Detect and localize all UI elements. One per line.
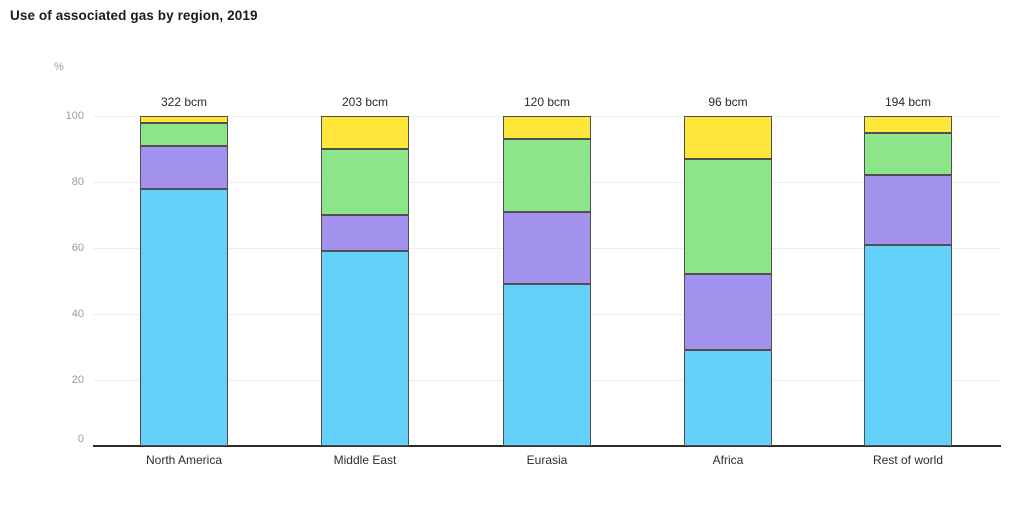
bar-group-middle-east: 203 bcm Middle East <box>321 95 409 467</box>
bar-total-label: 120 bcm <box>523 95 571 109</box>
bar-segment-blue <box>321 251 409 446</box>
x-category-label: Eurasia <box>526 453 568 467</box>
bar-segment-blue <box>140 188 228 446</box>
bar-total-label: 203 bcm <box>341 95 389 109</box>
stacked-bar <box>864 116 952 446</box>
bar-segment-purple <box>503 211 591 285</box>
y-axis-unit-label: % <box>54 61 64 73</box>
bar-group-eurasia: 120 bcm Eurasia <box>503 95 591 467</box>
bar-segment-yellow <box>684 116 772 159</box>
bar-segment-yellow <box>140 116 228 123</box>
bar-total-label: 322 bcm <box>160 95 208 109</box>
bar-group-africa: 96 bcm Africa <box>684 95 772 467</box>
bar-segment-yellow <box>321 116 409 150</box>
bar-segment-purple <box>321 215 409 252</box>
stacked-bar <box>503 116 591 446</box>
stacked-bar <box>321 116 409 446</box>
bar-total-label: 194 bcm <box>884 95 932 109</box>
bar-group-north-america: 322 bcm North America <box>140 95 228 467</box>
bar-segment-blue <box>864 244 952 446</box>
bar-segment-yellow <box>503 116 591 140</box>
y-tick-label-80: 80 <box>71 176 84 188</box>
bar-segment-green <box>864 132 952 176</box>
y-tick-label-60: 60 <box>71 242 84 254</box>
chart-title: Use of associated gas by region, 2019 <box>10 8 258 23</box>
bar-group-rest-of-world: 194 bcm Rest of world <box>864 95 952 467</box>
bar-segment-purple <box>140 145 228 189</box>
bar-segment-green <box>684 158 772 275</box>
bar-segment-yellow <box>864 116 952 133</box>
bar-segment-green <box>321 149 409 216</box>
bar-segment-purple <box>684 274 772 351</box>
bar-segment-blue <box>684 350 772 446</box>
x-axis-line <box>93 445 1001 447</box>
bar-segment-green <box>503 139 591 212</box>
x-category-label: North America <box>145 453 223 467</box>
stacked-bar <box>140 116 228 446</box>
y-tick-label-100: 100 <box>65 110 84 122</box>
x-category-label: Middle East <box>333 453 397 467</box>
bar-segment-purple <box>864 175 952 245</box>
bar-segment-green <box>140 122 228 146</box>
bar-total-label: 96 bcm <box>708 95 748 109</box>
x-category-label: Africa <box>712 453 744 467</box>
y-tick-label-20: 20 <box>71 374 84 386</box>
plot-area: 100 80 60 40 20 0 322 bcm North America … <box>66 95 1001 467</box>
bar-segment-blue <box>503 284 591 446</box>
stacked-bar <box>684 116 772 446</box>
x-category-label: Rest of world <box>872 453 944 467</box>
y-tick-label-0: 0 <box>77 433 84 445</box>
y-tick-label-40: 40 <box>71 308 84 320</box>
